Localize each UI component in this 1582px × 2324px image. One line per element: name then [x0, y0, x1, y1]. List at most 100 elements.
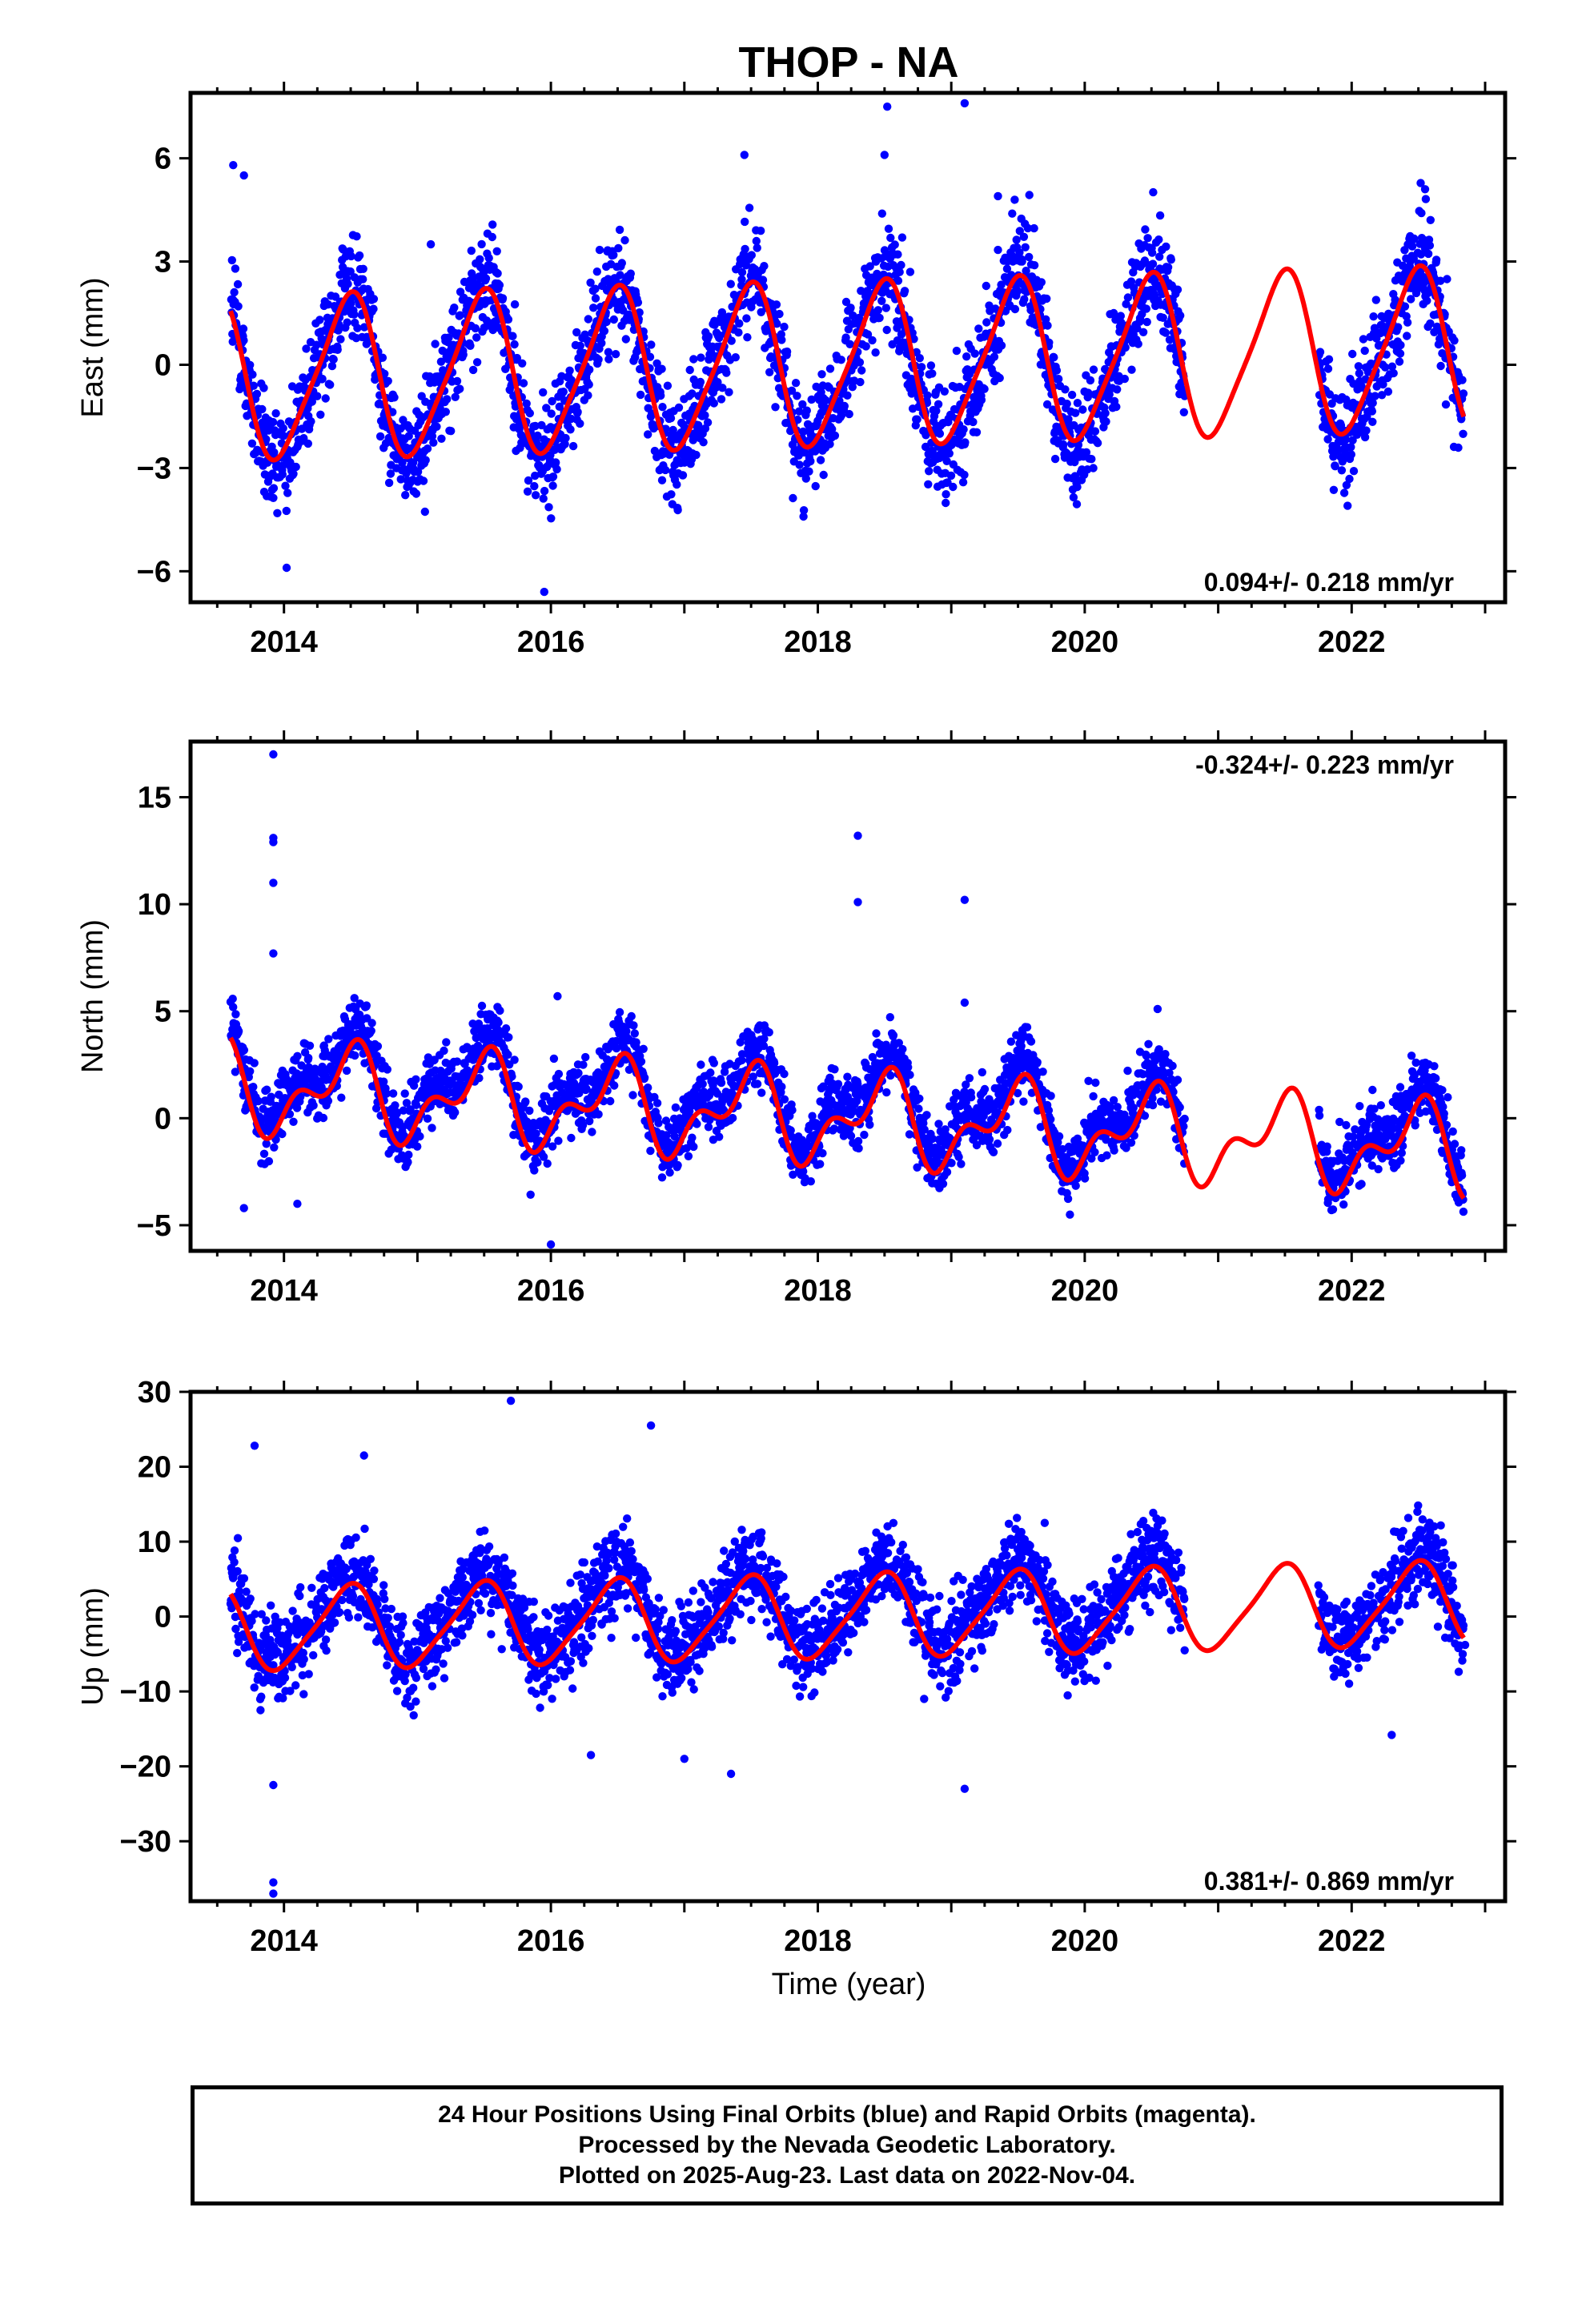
data-point — [699, 438, 708, 447]
data-point — [865, 262, 874, 271]
data-point — [692, 450, 701, 460]
data-point — [657, 476, 667, 485]
data-point — [1038, 1068, 1047, 1076]
data-point — [552, 458, 560, 467]
data-point — [780, 1095, 789, 1104]
data-point — [378, 353, 387, 362]
data-point — [722, 368, 731, 377]
data-point — [353, 324, 362, 332]
data-point — [1021, 243, 1030, 251]
data-point — [576, 419, 584, 428]
data-point — [1012, 235, 1021, 244]
data-point — [474, 1019, 484, 1028]
data-point — [942, 456, 951, 465]
data-point — [532, 1129, 540, 1138]
data-point — [271, 409, 280, 418]
data-point — [1371, 392, 1379, 400]
data-point — [717, 395, 726, 404]
data-point — [626, 269, 635, 278]
data-point — [697, 1060, 705, 1069]
data-point — [304, 1053, 313, 1063]
data-point — [1102, 1151, 1111, 1160]
data-point — [323, 1096, 333, 1106]
data-point — [1331, 462, 1339, 471]
data-point — [539, 494, 548, 503]
data-point — [1022, 1023, 1032, 1031]
data-point — [450, 304, 459, 312]
data-point — [857, 287, 865, 296]
data-point — [1074, 440, 1083, 449]
data-point — [622, 1027, 631, 1036]
data-point — [488, 232, 496, 242]
data-point — [539, 388, 548, 397]
data-point — [645, 352, 655, 361]
data-point — [566, 425, 575, 434]
data-point — [228, 995, 237, 1003]
data-point — [904, 1063, 913, 1072]
data-point — [830, 1065, 839, 1074]
data-point — [254, 1096, 263, 1106]
data-point — [297, 1061, 306, 1070]
data-point — [806, 1177, 815, 1186]
data-point — [504, 1050, 512, 1059]
data-point — [884, 224, 893, 233]
data-point — [845, 340, 854, 348]
data-point — [537, 420, 546, 430]
data-point — [1054, 1132, 1064, 1141]
data-point — [1017, 1042, 1026, 1051]
data-point — [1093, 439, 1102, 448]
data-point — [275, 1090, 283, 1100]
data-point — [388, 1089, 398, 1098]
data-point — [1058, 440, 1068, 449]
data-point — [609, 315, 618, 324]
data-point — [1360, 346, 1369, 356]
data-point — [530, 1166, 539, 1175]
data-point — [305, 1041, 315, 1051]
data-point — [926, 361, 936, 370]
data-point — [447, 427, 456, 436]
data-point — [350, 994, 359, 1003]
data-point — [523, 487, 532, 496]
outlier-point — [229, 161, 238, 170]
data-point — [467, 246, 476, 255]
data-point — [1050, 353, 1058, 362]
data-point — [805, 467, 813, 476]
data-point — [725, 388, 733, 396]
data-point — [591, 284, 600, 293]
data-point — [508, 1072, 516, 1081]
data-point — [882, 325, 891, 335]
data-point — [1407, 242, 1417, 251]
data-point — [837, 356, 845, 364]
data-point — [585, 1116, 594, 1126]
data-point — [1018, 257, 1026, 266]
data-point — [639, 1044, 648, 1054]
data-point — [962, 352, 971, 361]
data-point — [412, 1100, 421, 1110]
data-point — [548, 472, 558, 481]
data-point — [441, 408, 450, 416]
x-tick-label: 2022 — [1318, 625, 1386, 659]
data-point — [893, 250, 902, 259]
outlier-point — [282, 563, 291, 573]
data-point — [786, 1126, 795, 1135]
data-point — [1416, 250, 1426, 259]
data-point — [632, 1038, 640, 1047]
data-point — [399, 1106, 408, 1115]
data-point — [1389, 368, 1398, 378]
data-point — [548, 396, 556, 406]
data-point — [1402, 312, 1411, 321]
outlier-point — [960, 99, 970, 108]
data-point — [747, 251, 756, 259]
data-point — [771, 403, 780, 412]
data-point — [1066, 1210, 1074, 1219]
data-point — [749, 1072, 757, 1081]
data-point — [477, 1001, 487, 1011]
data-point — [522, 399, 531, 408]
data-point — [1037, 278, 1046, 287]
data-point — [877, 209, 887, 218]
data-points — [227, 99, 1468, 597]
data-point — [1022, 267, 1030, 275]
data-point — [1087, 455, 1096, 464]
data-point — [559, 388, 568, 396]
data-point — [1173, 285, 1182, 294]
